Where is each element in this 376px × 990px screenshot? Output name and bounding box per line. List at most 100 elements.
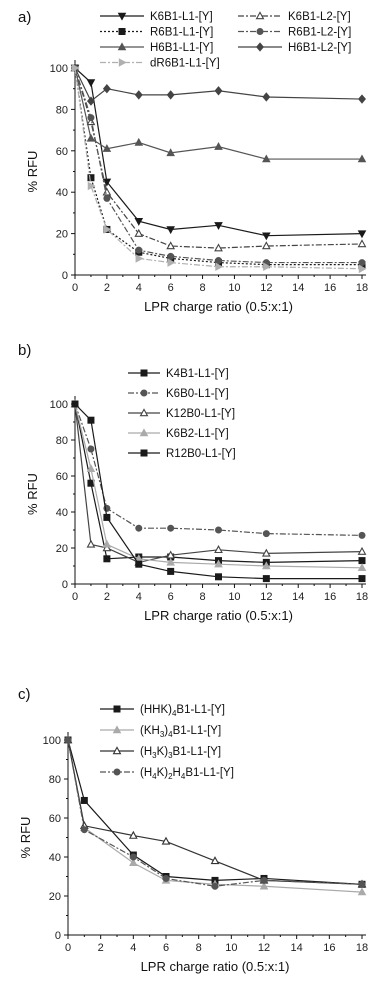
- legend-label: K6B1-L2-[Y]: [288, 11, 351, 23]
- x-tick-label: 6: [168, 282, 174, 294]
- legend-label: R6B1-L2-[Y]: [288, 27, 351, 39]
- legend-marker: [140, 369, 148, 377]
- data-point: [87, 416, 95, 424]
- legend-label: H6B1-L2-[Y]: [288, 42, 351, 54]
- x-axis-title: LPR charge ratio (0.5:x:1): [144, 608, 293, 623]
- legend-label: (H3K)3B1-L1-[Y]: [140, 746, 221, 760]
- legend-marker: [139, 408, 149, 417]
- legend-subscript: 4: [172, 709, 177, 718]
- legend-label: K6B1-L1-[Y]: [150, 11, 213, 23]
- data-point: [357, 230, 367, 239]
- legend-entry: R6B1-L2-[Y]: [238, 27, 351, 39]
- data-point: [71, 63, 80, 73]
- legend-label: R12B0-L1-[Y]: [166, 448, 236, 460]
- data-point: [166, 241, 176, 250]
- data-point: [262, 154, 271, 163]
- data-point: [135, 254, 144, 263]
- data-point: [210, 856, 220, 865]
- y-tick-label: 80: [49, 774, 61, 786]
- x-tick-label: 12: [260, 282, 272, 294]
- legend-entry: R6B1-L1-[Y]: [100, 27, 213, 39]
- data-point: [357, 563, 367, 571]
- legend-marker: [255, 11, 265, 20]
- data-point: [215, 257, 222, 265]
- series-2: [71, 400, 366, 539]
- series-1: [64, 736, 366, 888]
- data-point: [357, 154, 367, 163]
- data-point: [263, 262, 271, 272]
- legend-subscript: 2: [168, 772, 173, 781]
- data-point: [358, 575, 366, 583]
- x-axis-title: LPR charge ratio (0.5:x:1): [141, 959, 290, 974]
- x-tick-label: 2: [104, 591, 110, 603]
- series-4: [70, 399, 367, 571]
- legend-marker: [112, 725, 122, 734]
- data-point: [357, 546, 367, 555]
- legend-subscript: 3: [160, 730, 165, 739]
- data-point: [358, 259, 366, 267]
- legend-entry: R12B0-L1-[Y]: [128, 448, 236, 460]
- x-tick-label: 6: [163, 942, 169, 954]
- legend-text-part: B1-L1-[Y]: [176, 704, 225, 716]
- x-tick-label: 14: [291, 942, 303, 954]
- legend-entry: dR6B1-L1-[Y]: [100, 58, 220, 70]
- data-point: [166, 148, 175, 157]
- data-point: [102, 187, 112, 196]
- data-point: [87, 174, 95, 182]
- legend-text-part: (KH: [140, 725, 160, 737]
- x-tick-label: 10: [228, 591, 240, 603]
- data-point: [86, 133, 96, 142]
- data-point: [102, 178, 112, 187]
- data-point: [87, 181, 96, 191]
- legend-label: dR6B1-L1-[Y]: [150, 58, 220, 70]
- data-point: [102, 539, 112, 548]
- legend-text-part: (H: [140, 746, 152, 758]
- series-2: [63, 735, 367, 896]
- data-point: [64, 736, 72, 744]
- legend-text-part: (HHK): [140, 704, 172, 716]
- legend-entry: K6B1-L1-[Y]: [100, 11, 213, 23]
- data-point: [215, 526, 222, 534]
- y-axis-title: % RFU: [18, 817, 33, 859]
- data-point: [167, 524, 175, 532]
- data-point: [166, 226, 175, 235]
- x-tick-label: 4: [136, 282, 142, 294]
- legend-label: K4B1-L1-[Y]: [166, 368, 229, 380]
- legend-text-part: B1-L1-[Y]: [185, 767, 234, 779]
- legend-text-part: H: [173, 767, 181, 779]
- legend-subscript: 3: [152, 751, 157, 760]
- data-point: [357, 887, 367, 896]
- legend-label: (H4K)2H4B1-L1-[Y]: [140, 767, 234, 781]
- data-point: [71, 400, 79, 408]
- data-point: [214, 559, 223, 568]
- series-7: [71, 63, 367, 274]
- chart-panel-1: a) 0 2 4 6 8 10 12 14 16 18 0 20 40 60 80 100 LPR charge …: [18, 9, 368, 314]
- data-point: [135, 246, 143, 254]
- data-point: [167, 252, 175, 260]
- series-line: [74, 67, 362, 266]
- legend-text-part: (H: [140, 767, 152, 779]
- legend-entry: K6B2-L1-[Y]: [128, 428, 229, 440]
- data-point: [358, 557, 366, 565]
- y-tick-label: 40: [49, 852, 61, 864]
- series-line: [74, 403, 363, 569]
- legend-entry: H6B1-L1-[Y]: [100, 42, 213, 54]
- data-point: [87, 445, 95, 453]
- data-point: [80, 826, 88, 834]
- x-tick-label: 2: [98, 942, 104, 954]
- data-point: [214, 243, 223, 252]
- legend-label: K6B2-L1-[Y]: [166, 428, 229, 440]
- series-5: [70, 63, 367, 163]
- legend-marker: [256, 42, 264, 52]
- data-point: [129, 853, 137, 861]
- x-tick-label: 18: [356, 282, 368, 294]
- series-line: [74, 67, 362, 264]
- legend-entry: (H3K)3B1-L1-[Y]: [100, 746, 221, 760]
- legend-marker: [118, 28, 126, 35]
- data-point: [262, 575, 270, 583]
- y-tick-label: 80: [56, 104, 68, 116]
- legend-entry: H6B1-L2-[Y]: [238, 42, 351, 54]
- x-tick-label: 8: [199, 591, 205, 603]
- data-point: [215, 262, 224, 272]
